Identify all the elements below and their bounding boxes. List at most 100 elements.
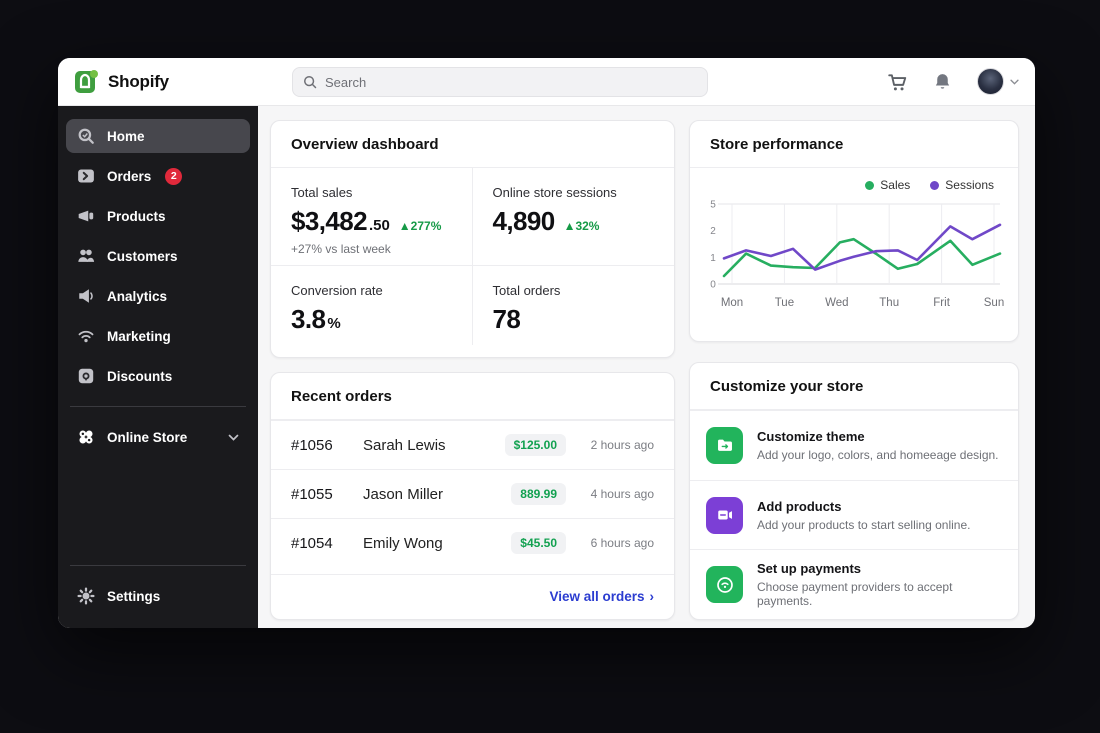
chevron-right-icon: ›: [649, 589, 655, 604]
brand-name: Shopify: [108, 71, 169, 91]
sidebar-item-label: Marketing: [107, 328, 171, 344]
svg-text:Sun: Sun: [984, 297, 1004, 309]
orders-footer: View all orders ›: [271, 574, 674, 619]
shopify-logo-icon: [74, 69, 100, 95]
order-amount-badge: $45.50: [511, 532, 566, 554]
sidebar-divider: [70, 406, 246, 407]
setup-payments-item[interactable]: Set up payments Choose payment providers…: [690, 549, 1018, 619]
performance-line-chart: 5 2 1 0 Mon Tue Wed Thu Frit Sun: [710, 200, 1004, 310]
svg-text:Wed: Wed: [825, 297, 848, 309]
gear-icon: [77, 587, 95, 605]
product-box-icon: [706, 496, 743, 534]
people-icon: [77, 247, 95, 265]
overview-title: Overview dashboard: [271, 121, 674, 168]
customize-item-title: Add products: [757, 498, 842, 514]
recent-orders-card: Recent orders #1056 Sarah Lewis $125.00 …: [270, 372, 675, 620]
order-row[interactable]: #1055 Jason Miller 889.99 4 hours ago: [271, 469, 674, 518]
cart-icon[interactable]: [887, 72, 908, 92]
metric-value: 3.8: [291, 304, 326, 334]
customize-item-desc: Choose payment providers to accept payme…: [757, 580, 953, 609]
sidebar-item-label: Discounts: [107, 368, 173, 384]
contactless-payment-icon: [706, 566, 743, 604]
metric-label: Total sales: [291, 185, 353, 200]
sidebar-item-home[interactable]: Home: [66, 119, 250, 153]
megaphone-icon: [77, 207, 95, 225]
orders-box-icon: [77, 167, 95, 185]
customize-item-desc: Add your logo, colors, and homeeage desi…: [757, 447, 999, 462]
sidebar-item-customers[interactable]: Customers: [66, 239, 250, 273]
speaker-icon: [77, 287, 95, 305]
metric-label: Total orders: [492, 283, 561, 298]
add-products-item[interactable]: Add products Add your products to start …: [690, 479, 1018, 550]
metric-value: $3,482: [291, 206, 368, 236]
svg-text:5: 5: [710, 200, 716, 211]
chart-legend: Sales Sessions: [704, 176, 1004, 194]
search-input[interactable]: [325, 74, 697, 90]
avatar[interactable]: [977, 68, 1004, 95]
overview-dashboard-card: Overview dashboard Total sales $3,482 .5…: [270, 120, 675, 358]
sidebar-item-products[interactable]: Products: [66, 199, 250, 233]
sidebar-item-label: Settings: [107, 588, 161, 604]
sidebar-item-orders[interactable]: Orders 2: [66, 159, 250, 193]
clover-icon: [77, 428, 95, 446]
order-id: #1054: [291, 534, 333, 552]
svg-text:Frit: Frit: [933, 297, 950, 309]
order-time: 2 hours ago: [590, 438, 654, 452]
order-row[interactable]: #1054 Emily Wong $45.50 6 hours ago: [271, 518, 674, 567]
customize-item-title: Customize theme: [757, 428, 865, 444]
order-customer: Emily Wong: [363, 534, 443, 552]
sessions-dot-icon: [930, 180, 940, 190]
notification-bell-icon[interactable]: [933, 72, 952, 92]
metric-total-sales: Total sales $3,482 .50 ▲277% +27% vs las…: [271, 168, 473, 266]
view-all-orders-link[interactable]: View all orders ›: [549, 589, 654, 604]
legend-sales: Sales: [865, 178, 910, 192]
store-performance-title: Store performance: [690, 121, 1018, 168]
sidebar-item-label: Orders: [107, 168, 152, 184]
search-icon: [303, 75, 317, 89]
sidebar-item-analytics[interactable]: Analytics: [66, 279, 250, 313]
wifi-icon: [77, 327, 95, 345]
metric-note: +27% vs last week: [291, 242, 391, 256]
order-amount-badge: $125.00: [504, 434, 566, 456]
metric-value: 78: [492, 304, 521, 334]
recent-orders-title: Recent orders: [271, 373, 674, 420]
customize-item-desc: Add your products to start selling onlin…: [757, 517, 971, 532]
svg-text:Tue: Tue: [775, 297, 794, 309]
order-time: 4 hours ago: [590, 487, 654, 501]
metric-total-orders: Total orders 78: [473, 266, 675, 345]
order-customer: Sarah Lewis: [363, 436, 446, 454]
sidebar-item-online-store[interactable]: Online Store: [66, 420, 250, 454]
order-amount-badge: 889.99: [511, 483, 566, 505]
folder-theme-icon: [706, 426, 743, 464]
topbar-actions: [887, 68, 1035, 95]
store-performance-card: Store performance Sales Sessions: [689, 120, 1019, 342]
metric-value-unit: %: [327, 315, 341, 332]
magnifier-home-icon: [77, 127, 95, 145]
topbar: Shopify: [58, 58, 1035, 106]
sidebar-item-marketing[interactable]: Marketing: [66, 319, 250, 353]
customize-item-title: Set up payments: [757, 561, 862, 577]
order-row[interactable]: #1056 Sarah Lewis $125.00 2 hours ago: [271, 420, 674, 469]
metric-label: Conversion rate: [291, 283, 383, 298]
svg-text:0: 0: [710, 280, 716, 291]
sidebar-item-discounts[interactable]: Discounts: [66, 359, 250, 393]
svg-text:2: 2: [710, 226, 716, 237]
order-time: 6 hours ago: [590, 536, 654, 550]
sidebar-item-label: Products: [107, 208, 166, 224]
sidebar-item-settings[interactable]: Settings: [66, 579, 250, 613]
customize-theme-item[interactable]: Customize theme Add your logo, colors, a…: [690, 410, 1018, 480]
shopify-brand[interactable]: Shopify: [58, 69, 169, 95]
svg-text:Thu: Thu: [879, 297, 899, 309]
sidebar-divider: [70, 565, 246, 566]
sidebar-item-label: Analytics: [107, 288, 168, 304]
user-menu[interactable]: [977, 68, 1019, 95]
search-bar[interactable]: [292, 67, 708, 97]
main-content: Overview dashboard Total sales $3,482 .5…: [258, 106, 1035, 628]
sidebar-item-label: Home: [107, 128, 145, 144]
metric-delta-up: ▲277%: [398, 219, 442, 233]
sidebar: Home Orders 2: [58, 106, 258, 628]
svg-text:Mon: Mon: [721, 297, 743, 309]
svg-text:1: 1: [710, 253, 716, 264]
order-id: #1055: [291, 485, 333, 503]
sales-dot-icon: [865, 180, 875, 190]
